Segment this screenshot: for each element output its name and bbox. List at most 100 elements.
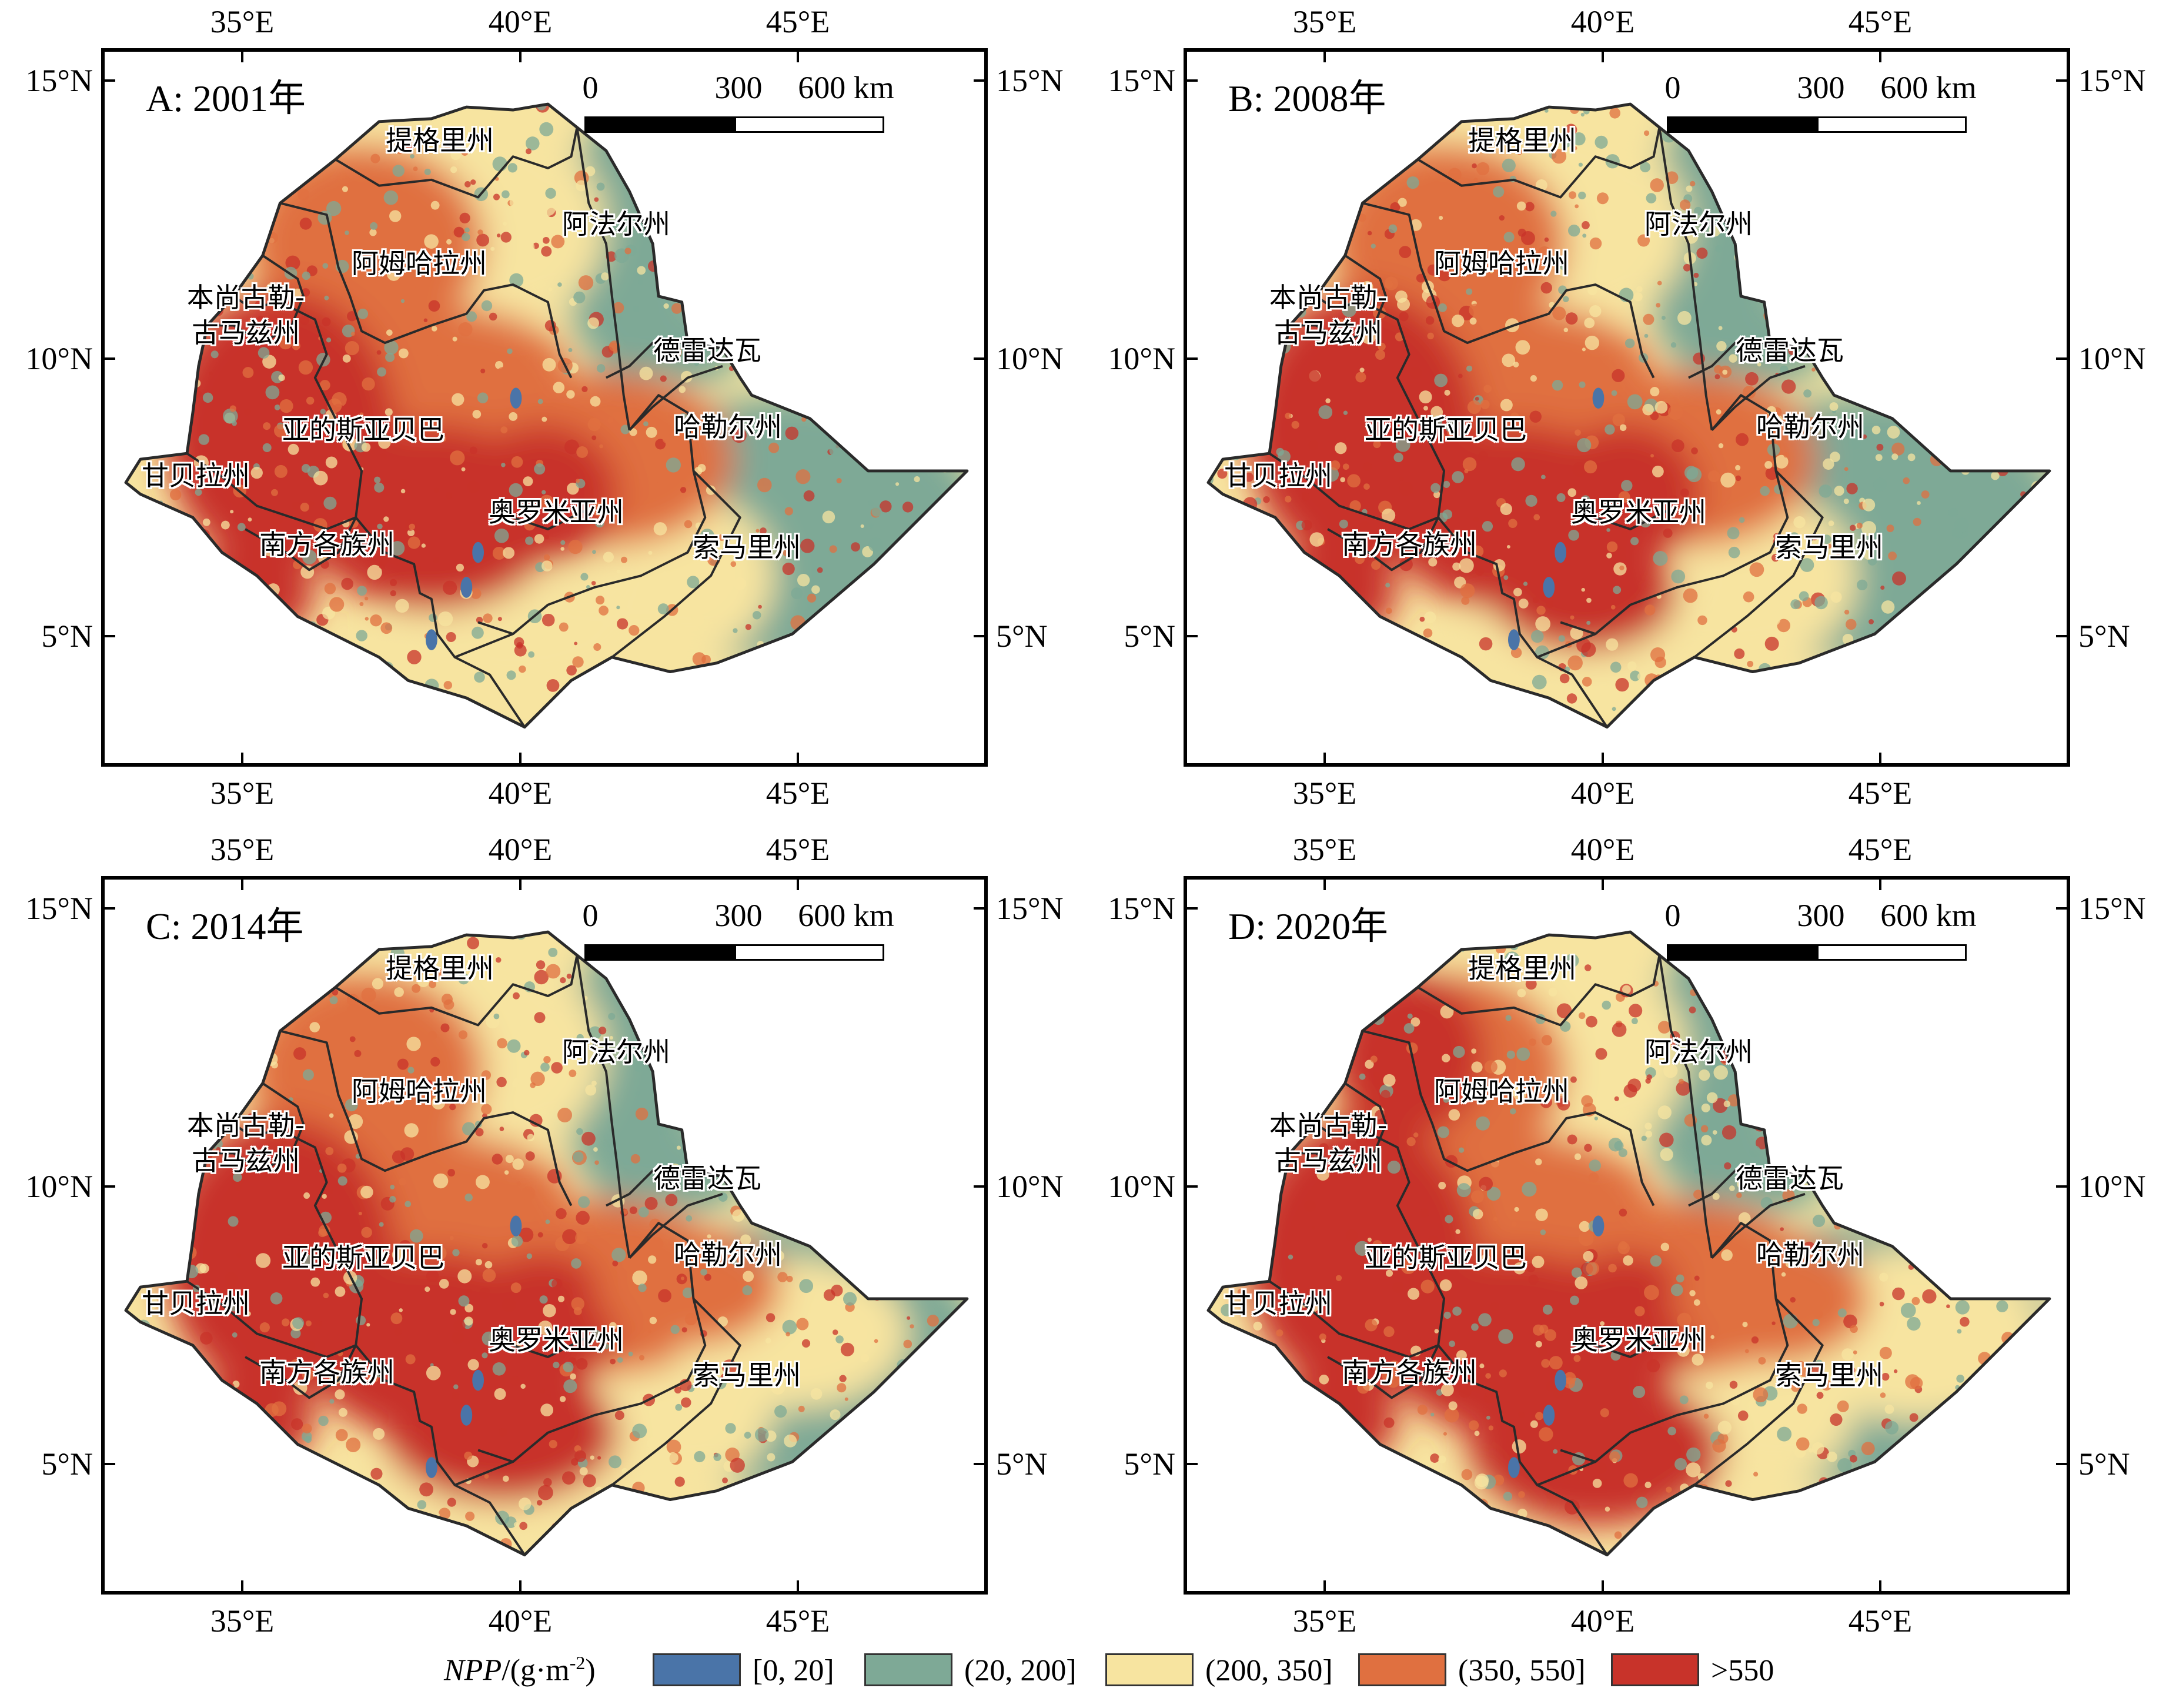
y-tick-label-left: 15°N [25,891,93,926]
region-label-snnpr: 南方各族州 [259,529,395,560]
region-label-snnpr: 南方各族州 [1342,1356,1477,1388]
scale-bar-white-segment [1817,944,1967,961]
x-tick-mark [241,753,243,763]
y-tick-mark [2056,907,2067,910]
x-tick-mark [1602,52,1604,62]
y-tick-mark [2056,79,2067,82]
x-tick-label-top: 45°E [1848,4,1913,39]
y-tick-mark [1187,635,1198,637]
scale-bar-black-segment [584,944,734,961]
region-label-afar: 阿法尔州 [1644,208,1753,240]
y-tick-mark [2056,357,2067,360]
legend-swatch [1611,1653,1699,1686]
country-outline [124,930,969,1557]
x-tick-label-bottom: 40°E [1570,776,1635,811]
x-tick-mark [797,880,799,890]
npp-map [124,930,969,1557]
x-tick-label-bottom: 45°E [766,1603,830,1639]
x-tick-label-bottom: 40°E [488,776,553,811]
y-tick-label-left: 10°N [1108,1169,1175,1204]
legend-swatch [864,1653,952,1686]
legend-label: (200, 350] [1205,1654,1333,1687]
y-tick-label-right: 15°N [996,63,1064,98]
region-label-tigray: 提格里州 [1468,952,1576,984]
x-tick-label-top: 40°E [488,832,553,867]
y-tick-mark [974,1185,984,1188]
y-tick-label-left: 10°N [25,341,93,376]
x-tick-label-bottom: 35°E [1292,776,1357,811]
x-tick-label-top: 35°E [210,4,275,39]
y-tick-label-right: 5°N [2078,1446,2130,1482]
admin-boundaries [124,102,969,729]
y-tick-label-left: 15°N [1108,63,1175,98]
region-label-addis-ababa: 亚的斯亚贝巴 [282,1242,444,1274]
y-tick-mark [105,357,115,360]
region-label-amhara: 阿姆哈拉州 [1434,248,1569,279]
admin-boundaries [124,930,969,1557]
x-tick-label-bottom: 45°E [1848,1603,1913,1639]
region-label-oromia: 奥罗米亚州 [489,496,624,528]
npp-raster [1208,932,2050,1555]
region-label-somali: 索马里州 [1775,1359,1883,1391]
region-label-amhara: 阿姆哈拉州 [1434,1075,1569,1107]
x-tick-mark [1323,753,1326,763]
x-tick-mark [241,880,243,890]
legend-label: (350, 550] [1458,1654,1586,1687]
y-tick-mark [2056,1185,2067,1188]
x-tick-mark [519,880,522,890]
y-tick-mark [105,1463,115,1465]
scale-bar-white-segment [734,116,884,133]
region-label-addis-ababa: 亚的斯亚贝巴 [1365,1242,1527,1274]
x-tick-label-bottom: 35°E [1292,1603,1357,1639]
x-tick-label-bottom: 40°E [1570,1603,1635,1639]
legend-label: >550 [1711,1654,1774,1687]
region-label-harari: 哈勒尔州 [1756,1239,1864,1271]
legend: NPP/(g·m-2) [0, 20] (20, 200] (200, 350]… [0,1640,2166,1699]
country-outline [1206,930,2051,1557]
region-label-snnpr: 南方各族州 [1342,529,1477,560]
x-tick-label-top: 45°E [766,4,830,39]
y-tick-mark [105,635,115,637]
y-tick-label-left: 5°N [1124,619,1175,654]
region-label-somali: 索马里州 [1775,532,1883,563]
admin-boundaries [1206,102,2051,729]
npp-raster [126,932,967,1555]
y-tick-label-left: 10°N [1108,341,1175,376]
region-label-benishangul-1: 本尚古勒- [186,1109,305,1141]
region-label-afar: 阿法尔州 [562,1036,670,1068]
x-tick-label-top: 45°E [1848,832,1913,867]
x-tick-mark [1879,880,1881,890]
y-tick-mark [105,907,115,910]
scale-bar-label: 600 km [1880,70,1977,105]
region-label-oromia: 奥罗米亚州 [1571,1324,1706,1356]
panel-title: B: 2008年 [1228,78,1386,119]
y-tick-label-right: 10°N [996,341,1064,376]
x-tick-label-bottom: 40°E [488,1603,553,1639]
region-label-gambela: 甘贝拉州 [142,460,250,492]
y-tick-label-right: 5°N [2078,619,2130,654]
y-tick-label-right: 15°N [996,891,1064,926]
region-label-oromia: 奥罗米亚州 [489,1324,624,1356]
x-tick-mark [519,52,522,62]
y-tick-mark [974,79,984,82]
scale-bar-black-segment [584,116,734,133]
scale-bar: 0 300 600 km [1665,897,1977,980]
x-tick-mark [1602,753,1604,763]
y-tick-mark [974,635,984,637]
scale-bar-label: 300 [714,70,763,105]
region-label-gambela: 甘贝拉州 [1224,460,1332,492]
y-tick-label-left: 15°N [1108,891,1175,926]
x-tick-label-top: 35°E [1292,4,1357,39]
y-tick-label-left: 10°N [25,1169,93,1204]
scale-bar-label: 300 [1797,70,1845,105]
panel-title: D: 2020年 [1228,905,1388,947]
x-tick-mark [797,753,799,763]
region-label-somali: 索马里州 [693,532,801,563]
map-frame: D: 2020年 0 300 600 km 提格里州 阿法尔州 阿姆哈拉州 本尚古勒- 古马兹州… [1184,876,2070,1595]
y-tick-label-right: 15°N [2078,63,2146,98]
y-tick-label-left: 5°N [41,1446,93,1482]
scale-bar-label: 600 km [798,898,894,933]
x-tick-mark [1323,1580,1326,1591]
country-outline [1206,102,2051,729]
region-label-somali: 索马里州 [693,1359,801,1391]
